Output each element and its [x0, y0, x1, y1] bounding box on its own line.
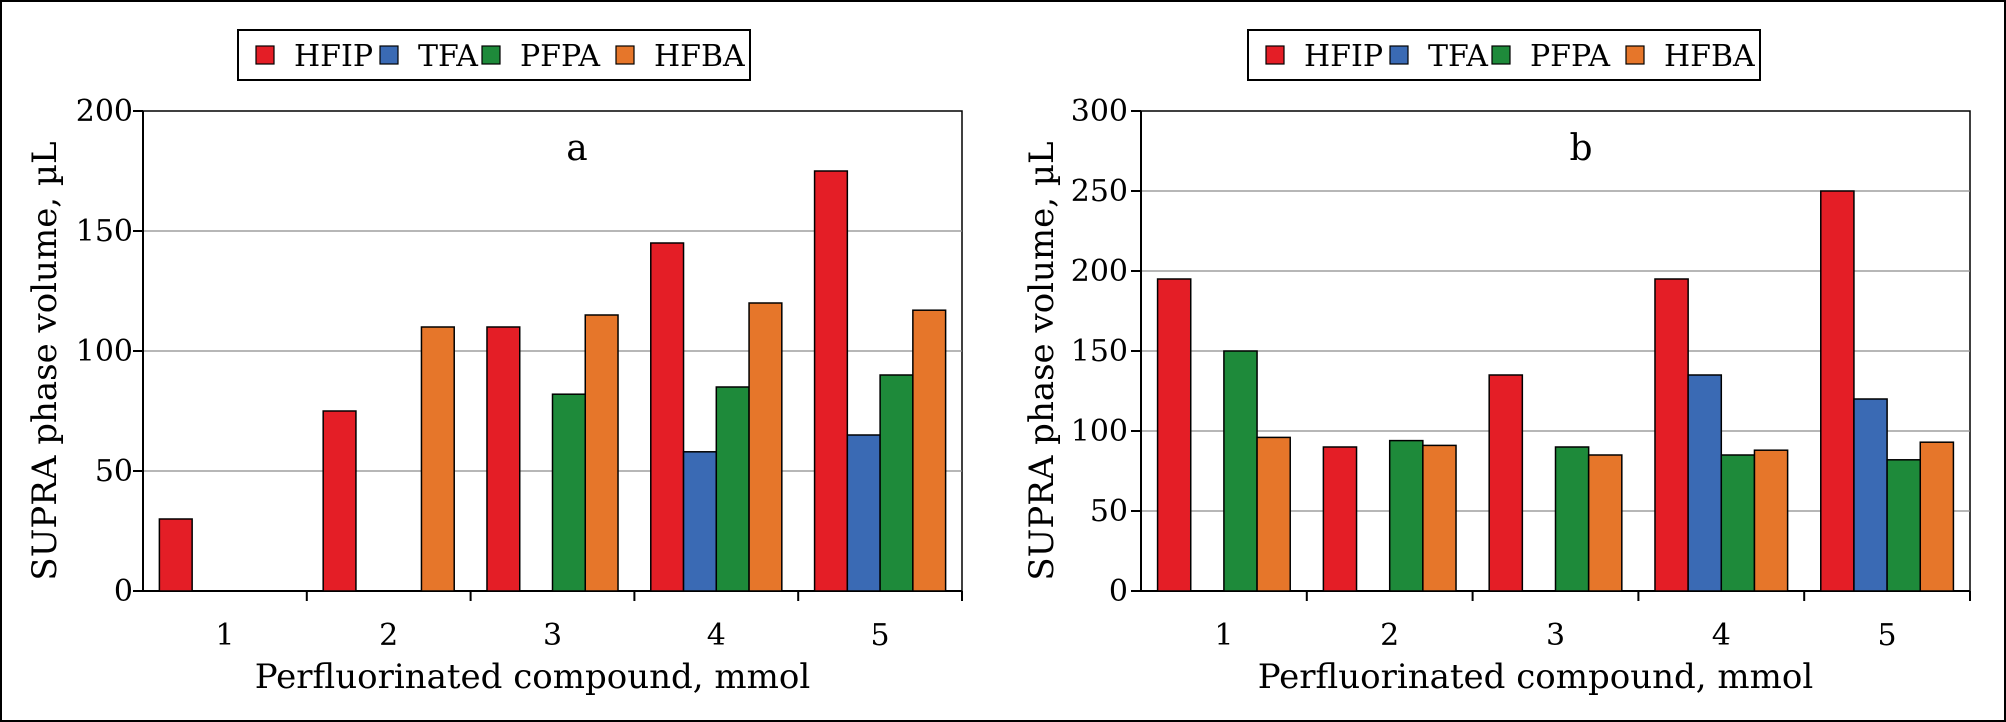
legend: HFIP TFA PFPA HFBA [1247, 29, 1761, 81]
bar-hfip-5 [1820, 190, 1855, 592]
y-tick-label: 250 [1071, 174, 1128, 209]
legend-swatch-hfba [1625, 45, 1645, 65]
y-tick-label: 0 [114, 574, 133, 609]
x-tick-label: 2 [1380, 618, 1399, 653]
y-tick-label: 150 [1071, 334, 1128, 369]
bar-pfpa-2 [1388, 439, 1424, 592]
legend-swatch-hfba [615, 45, 635, 65]
legend-swatch-pfpa [481, 45, 501, 65]
bar-hfip-1 [1156, 278, 1192, 592]
bar-hfba-5 [1919, 441, 1955, 592]
bar-hfba-4 [748, 302, 783, 592]
legend-swatch-tfa [1389, 45, 1409, 65]
y-tick-label: 150 [76, 214, 133, 249]
panel-label: b [1569, 128, 1592, 169]
legend-label-hfba: HFBA [1664, 39, 1755, 74]
x-axis-title: Perfluorinated compound, mmol [1258, 657, 1813, 697]
bar-pfpa-4 [715, 386, 750, 592]
x-tick-label: 5 [871, 618, 890, 653]
y-tick-label: 200 [1071, 254, 1128, 289]
bar-hfba-4 [1753, 449, 1789, 592]
x-tick-label: 4 [1712, 618, 1731, 653]
bar-hfip-2 [322, 410, 357, 592]
x-tick-label: 3 [1546, 618, 1565, 653]
legend-label-hfip: HFIP [294, 39, 373, 74]
legend-label-hfba: HFBA [654, 39, 745, 74]
bar-hfip-4 [1654, 278, 1689, 592]
bar-hfip-3 [1488, 374, 1524, 592]
y-tick-label: 300 [1071, 94, 1128, 129]
bar-pfpa-5 [1886, 459, 1922, 592]
y-tick-label: 100 [1071, 414, 1128, 449]
legend-swatch-hfip [1265, 45, 1285, 65]
legend-swatch-hfip [255, 45, 275, 65]
legend-swatch-tfa [379, 45, 399, 65]
bar-tfa-5 [846, 434, 881, 592]
bar-hfba-3 [1587, 454, 1623, 592]
x-axis-title: Perfluorinated compound, mmol [255, 657, 810, 697]
x-tick-label: 2 [379, 618, 398, 653]
legend-label-tfa: TFA [1428, 39, 1488, 74]
y-tick-label: 0 [1109, 574, 1128, 609]
bar-hfba-5 [912, 309, 947, 592]
chart-panel-b: 0 50 100 150 200 250 300 1 2 3 4 5 b Perfluorinated c… [1022, 29, 1971, 697]
bar-pfpa-3 [1554, 446, 1590, 592]
y-tick-label: 200 [76, 94, 133, 129]
legend-label-hfip: HFIP [1304, 39, 1383, 74]
bar-hfba-2 [420, 326, 455, 592]
y-axis-title: SUPRA phase volume, µL [25, 141, 65, 580]
bar-pfpa-5 [879, 374, 914, 592]
bar-tfa-4 [1687, 374, 1723, 592]
y-tick-label: 100 [76, 334, 133, 369]
legend: HFIP TFA PFPA HFBA [237, 29, 751, 81]
bar-pfpa-1 [1223, 350, 1258, 592]
bar-hfba-2 [1422, 444, 1457, 592]
chart-panel-a: 0 50 100 150 200 1 2 3 4 5 a Perfluorinated compoun… [25, 29, 963, 697]
legend-label-pfpa: PFPA [1530, 39, 1610, 74]
bar-hfip-1 [158, 518, 193, 592]
y-tick-label: 50 [1090, 494, 1128, 529]
bar-hfba-3 [584, 314, 619, 592]
bar-pfpa-4 [1720, 454, 1756, 592]
bar-hfba-1 [1256, 436, 1291, 592]
y-tick-label: 50 [95, 454, 133, 489]
x-tick-label: 5 [1878, 618, 1897, 653]
legend-label-tfa: TFA [418, 39, 478, 74]
legend-label-pfpa: PFPA [520, 39, 600, 74]
panel-label: a [566, 128, 587, 169]
bar-hfip-4 [650, 242, 685, 592]
legend-swatch-pfpa [1491, 45, 1511, 65]
bar-tfa-5 [1853, 398, 1888, 592]
bar-tfa-4 [682, 451, 718, 592]
x-tick-label: 4 [707, 618, 726, 653]
x-tick-label: 1 [215, 618, 234, 653]
x-tick-label: 3 [543, 618, 562, 653]
y-axis-title: SUPRA phase volume, µL [1022, 141, 1062, 580]
bar-hfip-3 [486, 326, 521, 592]
bar-hfip-5 [813, 170, 849, 592]
x-tick-label: 1 [1214, 618, 1233, 653]
bar-pfpa-3 [551, 393, 587, 592]
bar-hfip-2 [1322, 446, 1358, 592]
